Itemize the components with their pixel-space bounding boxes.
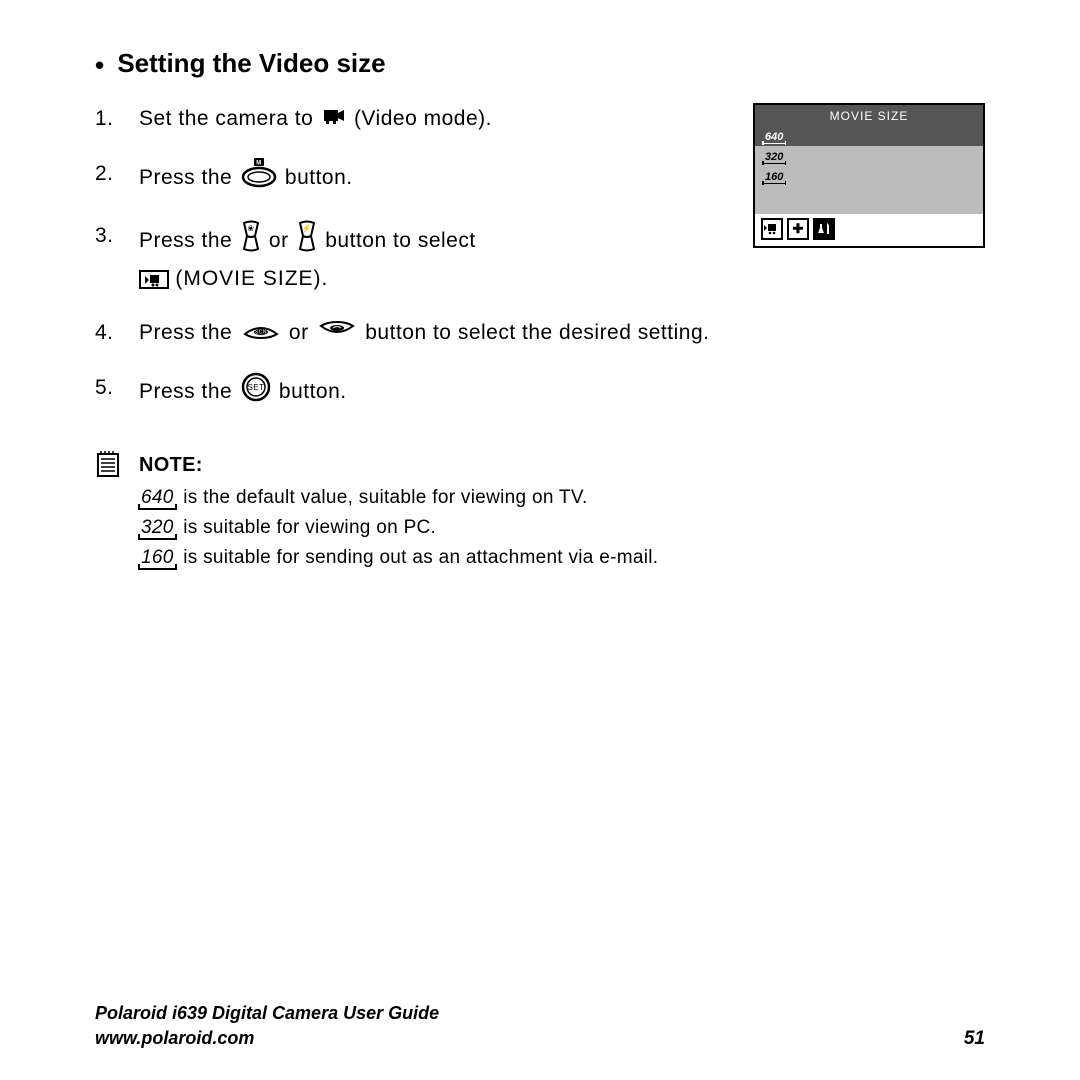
footer-url: www.polaroid.com [95,1026,439,1050]
note-line-1: 640 is the default value, suitable for v… [139,483,985,513]
panel-footer-icons: ✚ [755,214,983,246]
heading-text: Setting the Video size [117,48,385,78]
video-mode-icon [322,103,346,136]
step-number: 1. [95,103,139,136]
note-section: NOTE: 640 is the default value, suitable… [95,449,985,574]
note-title: NOTE: [139,449,985,481]
panel-option-640: 640 [755,126,983,146]
note-line-2: 320 is suitable for viewing on PC. [139,513,985,543]
panel-title: MOVIE SIZE [755,105,983,126]
step-number: 4. [95,317,139,350]
step-4: 4. Press the SCN or [95,317,723,350]
footer-tools-icon [813,218,835,240]
steps-list: 1. Set the camera to (Video mode). [95,103,723,435]
svg-text:SCN: SCN [255,329,267,335]
down-button-icon [317,318,357,351]
step-text: (Video mode). [354,107,492,130]
step-text: Press the [139,380,239,403]
step-2: 2. Press the M button. [95,158,723,199]
footer-movie-icon [761,218,783,240]
step-3: 3. Press the ❀ or [95,220,723,295]
page-footer: Polaroid i639 Digital Camera User Guide … [95,1001,985,1050]
section-heading: • Setting the Video size [95,48,985,79]
page-number: 51 [964,1028,985,1050]
footer-title: Polaroid i639 Digital Camera User Guide [95,1001,439,1025]
step-number: 2. [95,158,139,199]
step-number: 3. [95,220,139,295]
up-button-icon: SCN [241,318,281,351]
step-text: or [269,229,295,252]
left-button-icon: ❀ [241,220,261,263]
camera-screen-preview: MOVIE SIZE 640 320 160 [753,103,985,248]
menu-button-icon: M [241,158,277,199]
step-text: (MOVIE SIZE). [175,267,328,290]
panel-option-160: 160 [755,166,983,186]
step-text: Press the [139,166,239,189]
notepad-icon [95,463,121,484]
movie-size-icon [139,270,169,289]
panel-options: 640 320 160 [755,126,983,214]
step-text: or [289,321,315,344]
step-text: Press the [139,321,239,344]
step-text: button to select [325,229,475,252]
right-button-icon: ⚡ [297,220,317,263]
set-button-icon: SET [241,372,271,413]
step-5: 5. Press the SET button. [95,372,723,413]
step-text: button. [285,166,353,189]
svg-text:⚡: ⚡ [302,223,312,233]
step-text: button to select the desired setting. [365,321,709,344]
bullet-icon: • [95,52,104,78]
svg-text:❀: ❀ [247,224,254,233]
step-1: 1. Set the camera to (Video mode). [95,103,723,136]
step-text: Set the camera to [139,107,320,130]
step-text: button. [279,380,347,403]
footer-plus-icon: ✚ [787,218,809,240]
panel-option-320: 320 [755,146,983,166]
step-number: 5. [95,372,139,413]
svg-text:SET: SET [247,383,264,392]
step-text: Press the [139,229,239,252]
note-line-3: 160 is suitable for sending out as an at… [139,543,985,573]
svg-text:M: M [256,160,262,166]
